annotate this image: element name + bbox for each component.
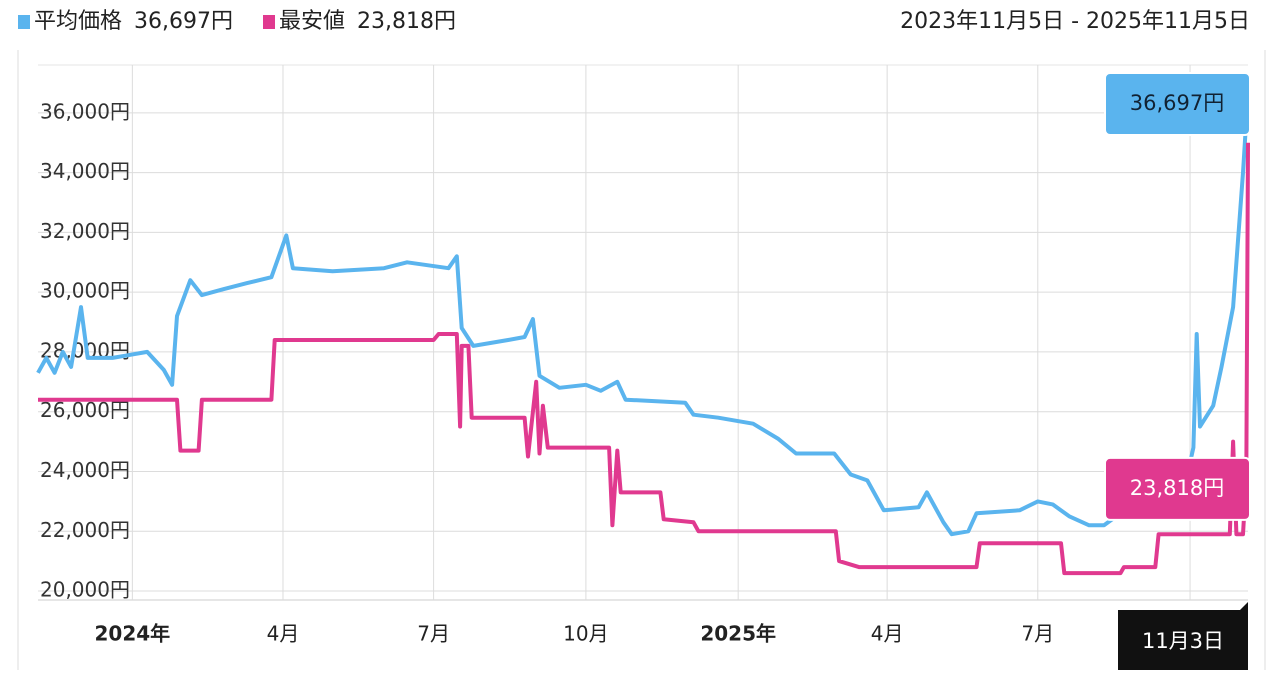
date-range: 2023年11月5日 - 2025年11月5日: [900, 9, 1250, 34]
y-tick-label: 22,000円: [40, 518, 130, 542]
y-tick-label: 34,000円: [40, 159, 130, 183]
legend-value: 23,818円: [357, 9, 456, 34]
value-badge: [1104, 71, 1251, 136]
x-tick-label: 10月: [563, 622, 608, 646]
value-badge-label: 36,697円: [1130, 91, 1224, 115]
y-tick-label: 26,000円: [40, 398, 130, 422]
legend-swatch: [18, 15, 30, 29]
x-tick-label: 7月: [1021, 622, 1054, 646]
value-badge-label: 23,818円: [1130, 476, 1224, 500]
series-line: [36, 91, 1250, 537]
cursor-pointer: [1240, 602, 1248, 610]
x-tick-label: 4月: [871, 622, 904, 646]
x-tick-label: 2024年: [95, 622, 171, 646]
cursor-box: [1118, 610, 1248, 670]
x-tick-label: 2025年: [700, 622, 776, 646]
series-line: [38, 142, 1250, 576]
legend-label: 最安値: [279, 9, 345, 34]
value-badge: [1104, 456, 1251, 521]
y-tick-label: 32,000円: [40, 219, 130, 243]
x-tick-label: 7月: [417, 622, 450, 646]
y-tick-label: 36,000円: [40, 99, 130, 123]
y-tick-label: 24,000円: [40, 458, 130, 482]
cursor-label: 11月3日: [1142, 629, 1224, 653]
y-tick-label: 20,000円: [40, 578, 130, 602]
x-tick-label: 4月: [267, 622, 300, 646]
legend-label: 平均価格: [34, 9, 122, 34]
y-tick-label: 30,000円: [40, 279, 130, 303]
legend-swatch: [263, 15, 275, 29]
legend-value: 36,697円: [134, 9, 233, 34]
